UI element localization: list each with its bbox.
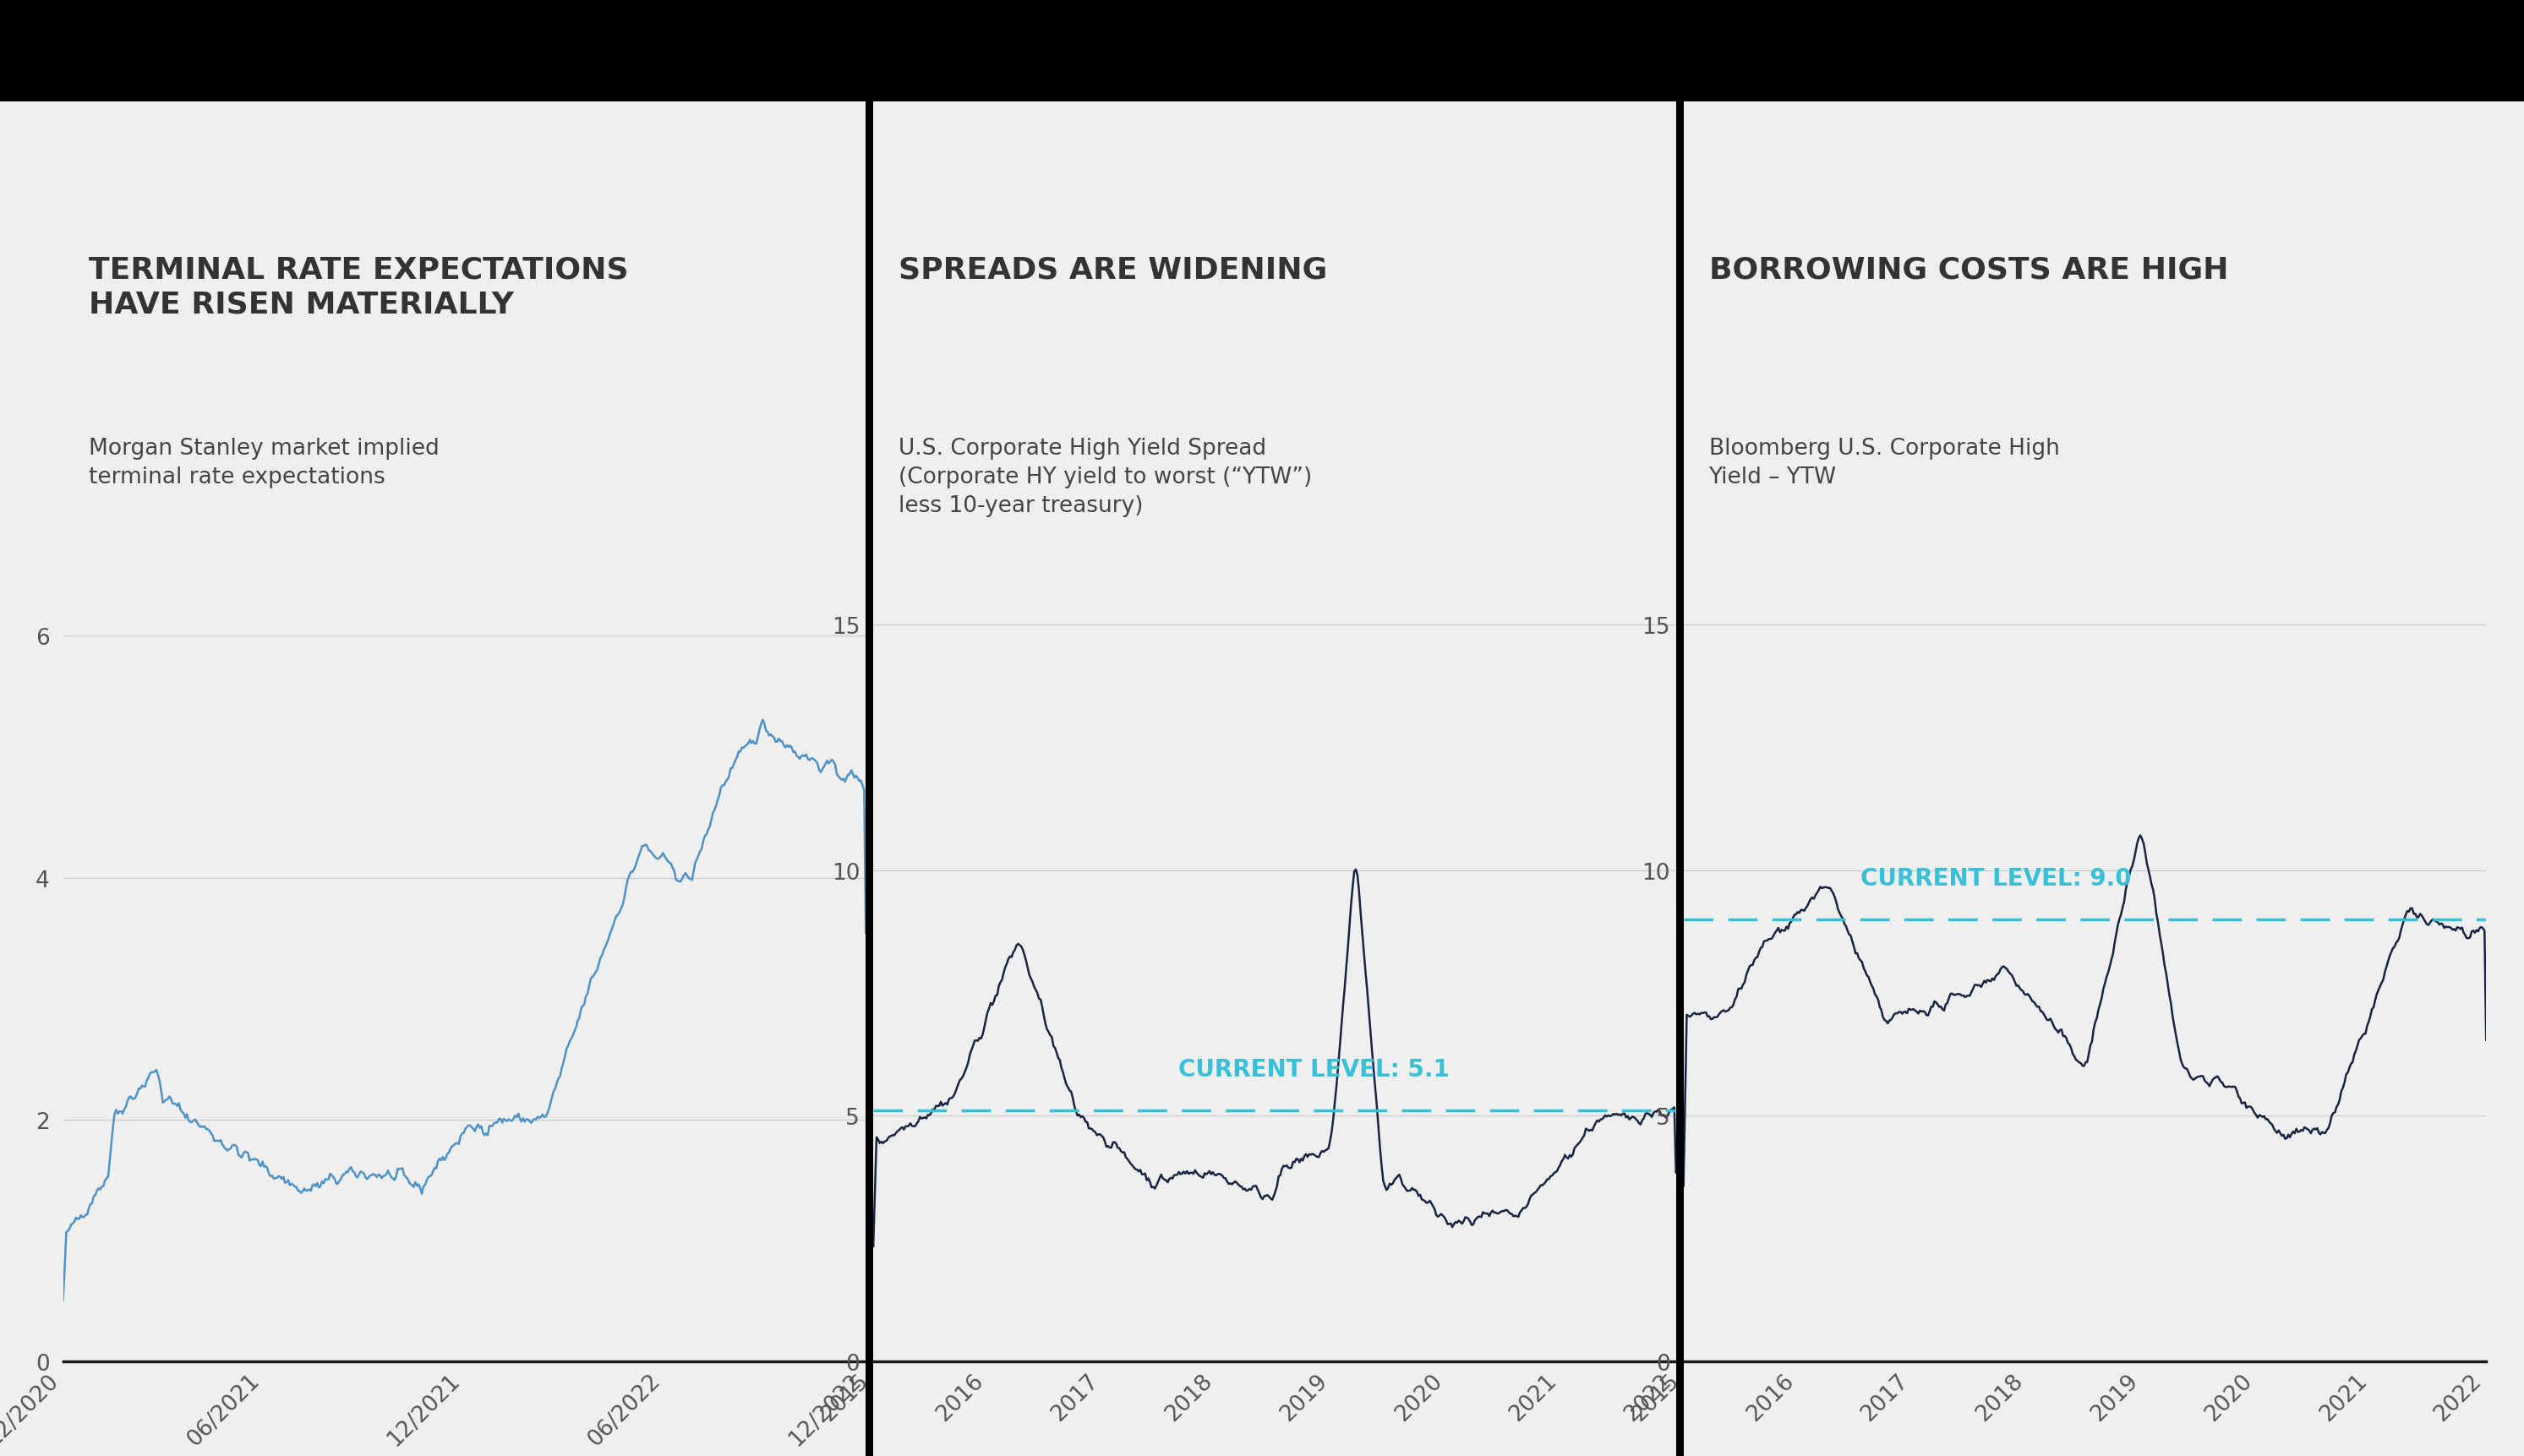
Text: CURRENT LEVEL: 5.1: CURRENT LEVEL: 5.1 — [1179, 1057, 1449, 1082]
Text: BORROWING COSTS ARE HIGH: BORROWING COSTS ARE HIGH — [1709, 256, 2229, 284]
Text: Bloomberg U.S. Corporate High
Yield – YTW: Bloomberg U.S. Corporate High Yield – YT… — [1709, 438, 2060, 488]
Text: TERMINAL RATE EXPECTATIONS
HAVE RISEN MATERIALLY: TERMINAL RATE EXPECTATIONS HAVE RISEN MA… — [88, 256, 628, 319]
Text: CURRENT LEVEL: 9.0: CURRENT LEVEL: 9.0 — [1860, 866, 2130, 890]
Text: U.S. Corporate High Yield Spread
(Corporate HY yield to worst (“YTW”)
less 10-ye: U.S. Corporate High Yield Spread (Corpor… — [899, 438, 1312, 517]
Text: SPREADS ARE WIDENING: SPREADS ARE WIDENING — [899, 256, 1328, 284]
Text: Morgan Stanley market implied
terminal rate expectations: Morgan Stanley market implied terminal r… — [88, 438, 439, 488]
